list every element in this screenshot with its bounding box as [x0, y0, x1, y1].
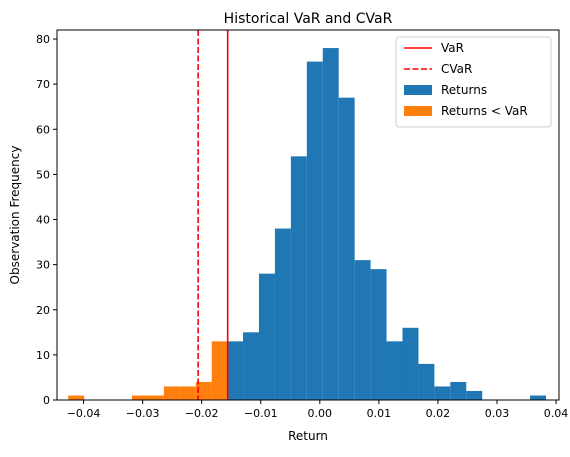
histogram-bar [211, 341, 228, 400]
axes-frame [56, 29, 560, 401]
histogram-bar [434, 386, 451, 400]
legend-swatch [404, 106, 432, 116]
y-tick-label: 40 [36, 214, 50, 227]
histogram-bar [530, 395, 547, 400]
histogram-bar [227, 341, 244, 400]
histogram-bar [274, 228, 291, 400]
plot-area: −0.04 −0.03 −0.02 −0.01 0.00 0.01 0.02 0.03 0.04… [36, 29, 569, 420]
legend-box [395, 36, 552, 128]
histogram-bar [450, 381, 467, 400]
histogram-bar [132, 395, 148, 400]
y-tick-label: 10 [36, 349, 50, 362]
histogram-bar [370, 269, 387, 400]
y-axis-ticks: 0 10 20 30 40 50 60 70 80 [36, 33, 57, 407]
y-tick-label: 30 [36, 259, 50, 272]
histogram-bar [147, 395, 164, 400]
chart-title: Historical VaR and CVaR [224, 11, 393, 27]
x-tick-label: −0.01 [244, 407, 278, 420]
y-tick-label: 20 [36, 304, 50, 317]
y-axis-label: Observation Frequency [8, 146, 22, 285]
histogram-bar [258, 273, 275, 400]
y-tick-label: 60 [36, 123, 50, 136]
histogram-bar [466, 390, 483, 400]
x-axis-ticks: −0.04 −0.03 −0.02 −0.01 0.00 0.01 0.02 0.03 0.04 [67, 400, 569, 420]
x-tick-label: 0.00 [308, 407, 333, 420]
histogram-bar [163, 386, 180, 400]
y-tick-label: 70 [36, 78, 50, 91]
x-tick-label: −0.04 [67, 407, 101, 420]
legend-label: Returns < VaR [441, 104, 528, 118]
y-tick-label: 80 [36, 33, 50, 46]
x-tick-label: −0.02 [185, 407, 219, 420]
histogram-bars [68, 48, 547, 401]
x-tick-label: −0.03 [126, 407, 160, 420]
histogram-bar [195, 381, 212, 400]
histogram-bar [179, 386, 196, 400]
histogram-bar [290, 156, 307, 400]
x-tick-label: 0.02 [426, 407, 451, 420]
histogram-bar [306, 61, 323, 401]
reference-lines [197, 30, 229, 400]
histogram-bar [322, 48, 339, 401]
histogram-bar [386, 341, 403, 400]
legend-swatch [404, 85, 432, 95]
x-axis-label: Return [288, 429, 328, 443]
y-tick-label: 0 [43, 394, 50, 407]
legend-label: VaR [441, 41, 464, 55]
histogram-bar [68, 395, 85, 400]
legend: VaR CVaR Returns Returns < VaR [395, 36, 552, 128]
histogram-bar [418, 363, 435, 400]
y-tick-label: 50 [36, 168, 50, 181]
x-tick-label: 0.04 [544, 407, 569, 420]
histogram-bar [338, 97, 355, 401]
histogram-bar [402, 327, 419, 400]
x-tick-label: 0.01 [367, 407, 392, 420]
x-tick-label: 0.03 [485, 407, 510, 420]
legend-label: CVaR [441, 62, 472, 76]
legend-label: Returns [441, 83, 487, 97]
histogram-bar [354, 260, 371, 400]
histogram-bar [243, 332, 259, 400]
